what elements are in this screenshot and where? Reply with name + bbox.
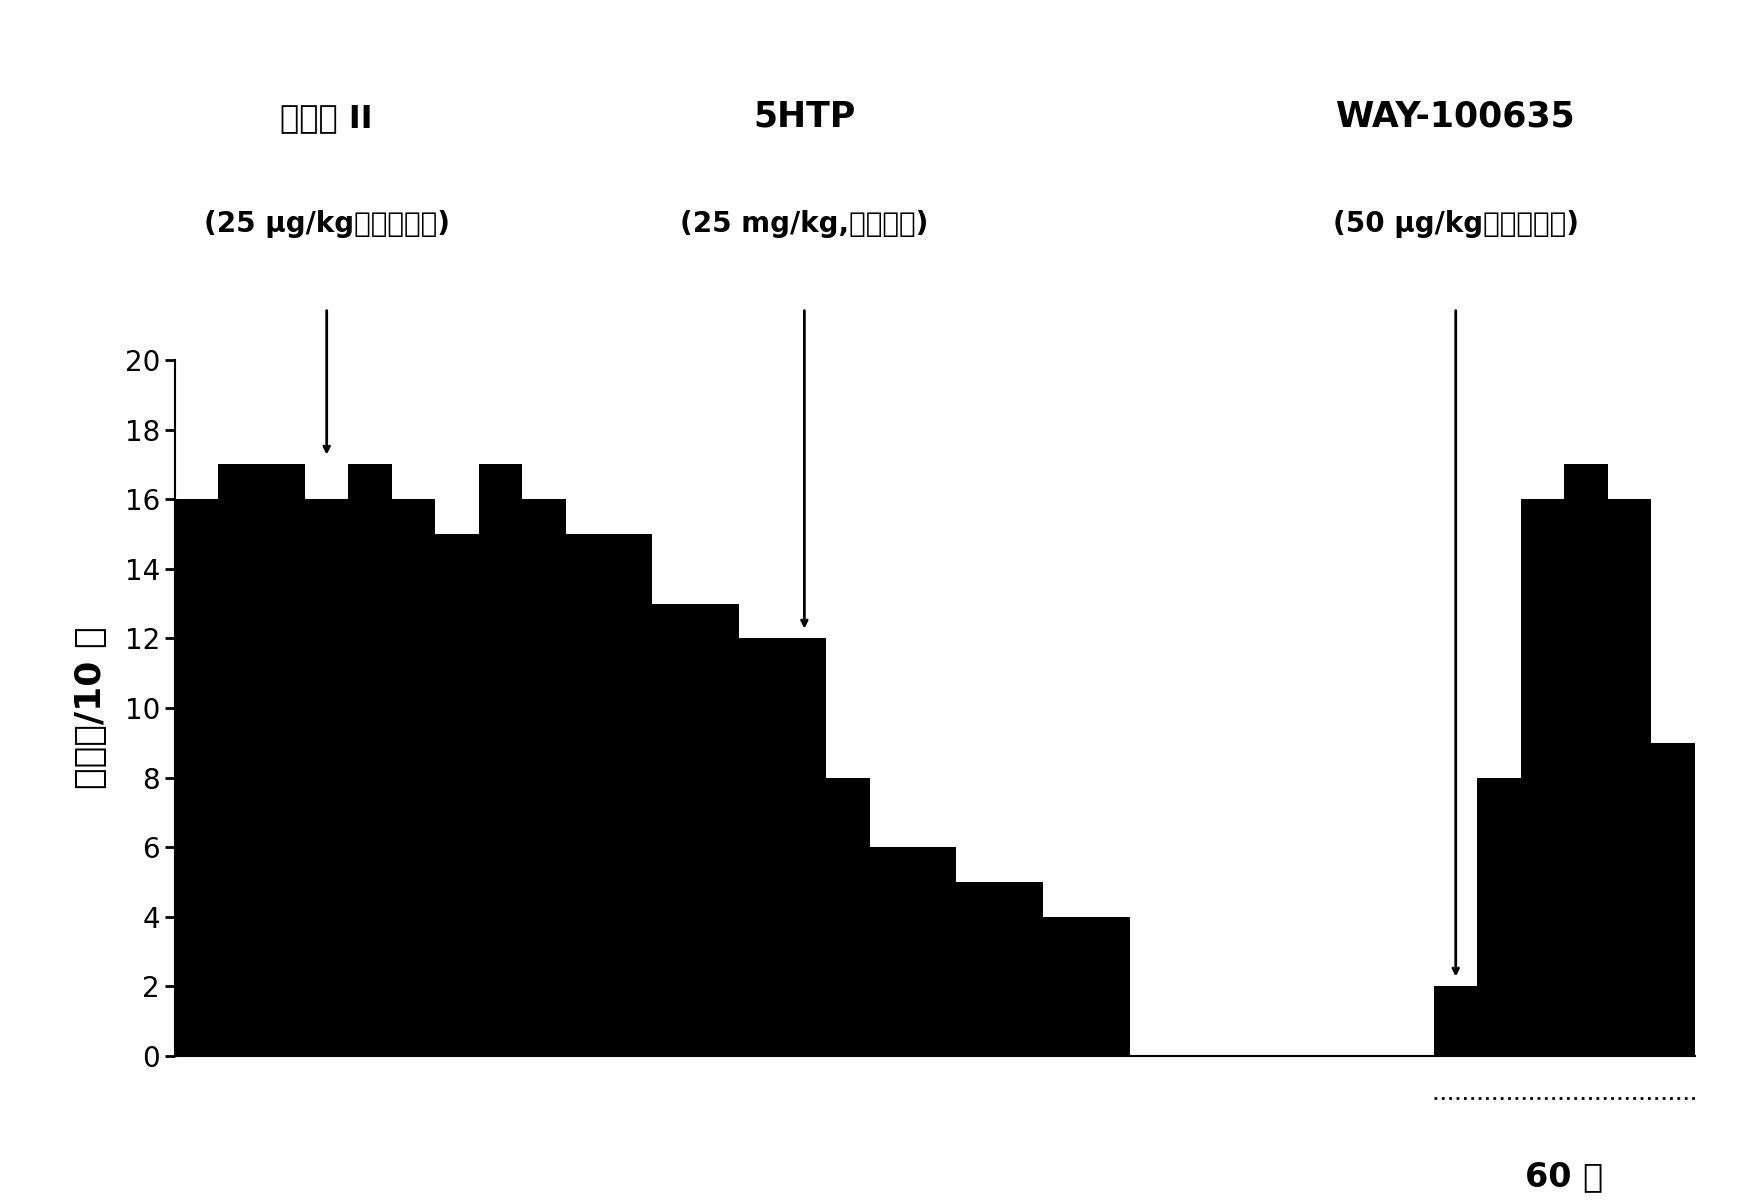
Bar	[175, 499, 218, 1056]
Bar	[695, 604, 739, 1056]
Bar	[1651, 743, 1695, 1056]
Bar	[783, 638, 826, 1056]
Bar	[306, 499, 348, 1056]
Bar	[1564, 464, 1607, 1056]
Text: 5HTP: 5HTP	[753, 100, 856, 133]
Bar	[566, 534, 610, 1056]
Bar	[479, 464, 522, 1056]
Bar	[610, 534, 652, 1056]
Y-axis label: 发放峰/10 秒: 发放峰/10 秒	[73, 626, 108, 790]
Bar	[522, 499, 566, 1056]
Bar	[1478, 778, 1522, 1056]
Bar	[262, 464, 306, 1056]
Bar	[826, 778, 870, 1056]
Bar	[1434, 986, 1478, 1056]
Bar	[391, 499, 435, 1056]
Text: (50 μg/kg，静脉注射): (50 μg/kg，静脉注射)	[1333, 210, 1579, 238]
Bar	[348, 464, 391, 1056]
Bar	[914, 847, 956, 1056]
Bar	[1522, 499, 1564, 1056]
Bar	[1607, 499, 1651, 1056]
Text: 60 秒: 60 秒	[1525, 1160, 1604, 1193]
Bar	[652, 604, 695, 1056]
Bar	[999, 882, 1043, 1056]
Bar	[870, 847, 914, 1056]
Bar	[435, 534, 479, 1056]
Bar	[1043, 917, 1087, 1056]
Text: WAY-100635: WAY-100635	[1336, 100, 1576, 133]
Text: (25 μg/kg，静脉注射): (25 μg/kg，静脉注射)	[204, 210, 449, 238]
Bar	[956, 882, 999, 1056]
Bar	[739, 638, 783, 1056]
Bar	[218, 464, 262, 1056]
Text: 化合物 II: 化合物 II	[280, 103, 374, 133]
Bar	[1087, 917, 1130, 1056]
Text: (25 mg/kg,静脉注射): (25 mg/kg,静脉注射)	[680, 210, 929, 238]
